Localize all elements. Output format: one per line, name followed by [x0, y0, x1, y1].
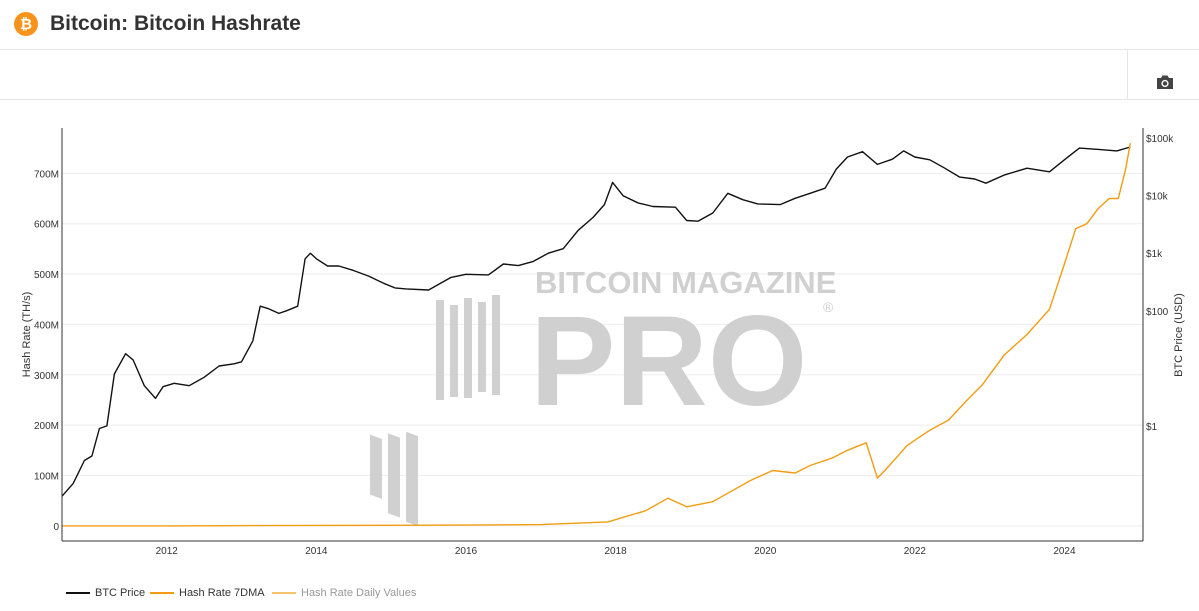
left-tick-label: 0 [53, 522, 59, 533]
right-tick-label: $1k [1146, 249, 1163, 260]
legend-item-btc-price[interactable]: BTC Price [66, 587, 145, 599]
left-tick-label: 100M [34, 472, 59, 483]
legend-label-btc-price: BTC Price [95, 587, 146, 599]
bitcoin-icon: ₿ [14, 12, 38, 36]
watermark-registered-mark: ® [823, 299, 834, 315]
x-tick-label: 2024 [1053, 546, 1076, 557]
camera-icon[interactable] [1154, 72, 1176, 92]
left-axis-title: Hash Rate (TH/s) [21, 292, 33, 378]
legend-swatch-btc-price [66, 592, 90, 595]
legend-item-hash-rate-daily[interactable]: Hash Rate Daily Values [272, 587, 416, 599]
x-tick-label: 2016 [455, 546, 478, 557]
right-tick-label: $100k [1146, 134, 1174, 145]
series-line-btc-price [61, 146, 1131, 497]
x-tick-label: 2018 [604, 546, 627, 557]
chart-toolbar [0, 50, 1199, 100]
watermark-text-line1: BITCOIN MAGAZINE [535, 265, 836, 300]
right-tick-label: $100 [1146, 307, 1169, 318]
x-tick-label: 2014 [305, 546, 328, 557]
series-layer [61, 142, 1131, 527]
x-tick-label: 2020 [754, 546, 777, 557]
series-line-hash-rate-7dma [62, 142, 1131, 527]
hashrate-chart: BITCOIN MAGAZINE PRO ® 0 100M 200M 300M 400M… [21, 128, 1185, 557]
right-tick-label: $1 [1146, 422, 1158, 433]
watermark-text-line2: PRO [530, 290, 807, 433]
legend-swatch-hash-rate-7dma [150, 592, 174, 595]
right-tick-label: $10k [1146, 192, 1169, 203]
left-tick-label: 500M [34, 270, 59, 281]
toolbar-divider [1127, 50, 1128, 100]
legend-item-hash-rate-7dma[interactable]: Hash Rate 7DMA [150, 587, 265, 599]
x-tick-label: 2012 [156, 546, 179, 557]
watermark: BITCOIN MAGAZINE PRO ® [370, 265, 836, 527]
left-tick-label: 700M [34, 169, 59, 180]
left-tick-label: 600M [34, 220, 59, 231]
left-tick-label: 300M [34, 371, 59, 382]
left-tick-label: 400M [34, 320, 59, 331]
page-title: Bitcoin: Bitcoin Hashrate [50, 12, 301, 35]
axes-layer: 0 100M 200M 300M 400M 500M 600M 700M $1 $100 $1k $1… [21, 128, 1185, 557]
right-axis-title: BTC Price (USD) [1173, 293, 1185, 377]
legend-label-hash-rate-7dma: Hash Rate 7DMA [179, 587, 265, 599]
page-header: ₿ Bitcoin: Bitcoin Hashrate [0, 0, 1199, 50]
x-tick-label: 2022 [904, 546, 927, 557]
legend-label-hash-rate-daily: Hash Rate Daily Values [301, 587, 417, 599]
left-tick-label: 200M [34, 421, 59, 432]
watermark-logo-icon [370, 295, 500, 527]
legend-swatch-hash-rate-daily [272, 592, 296, 595]
grid-lines [62, 172, 1143, 527]
